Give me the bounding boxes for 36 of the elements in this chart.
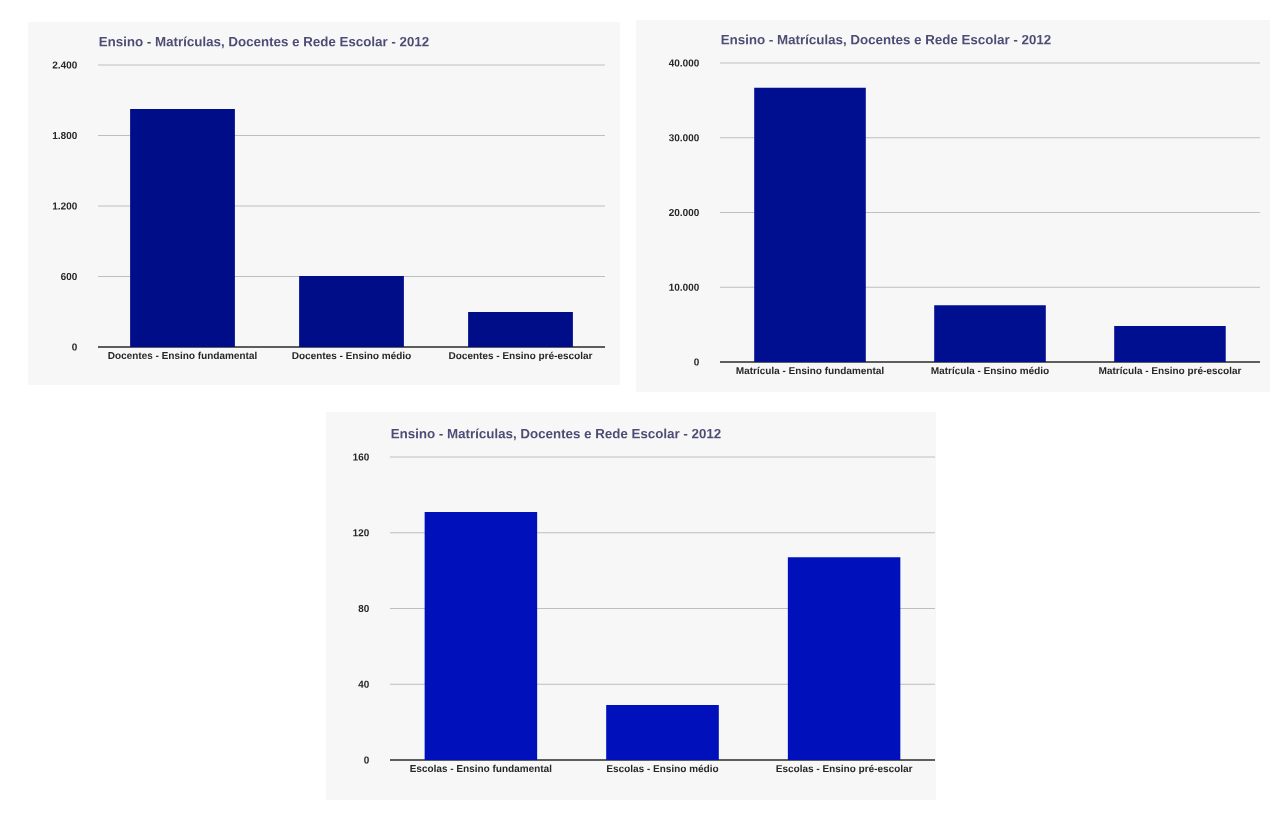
bar	[130, 109, 235, 347]
y-tick-label: 10.000	[669, 283, 699, 291]
y-tick-label: 40.000	[668, 59, 699, 67]
y-tick-label: 30.000	[668, 134, 699, 142]
x-tick-label: Escolas - Ensino pré-escolar	[776, 764, 913, 775]
chart-title: Ensino - Matrículas, Docentes e Rede Escolar - 2012	[391, 428, 721, 441]
bar	[299, 276, 404, 347]
bar	[468, 311, 573, 347]
x-tick-label: Escolas - Ensino médio	[607, 764, 719, 773]
y-tick-label: 0	[694, 358, 699, 366]
x-tick-label: Matrícula - Ensino pré-escolar	[1099, 366, 1242, 377]
y-tick-label: 0	[364, 756, 369, 764]
y-tick-label: 20.000	[669, 208, 699, 217]
bar	[1114, 326, 1226, 362]
chart-title: Ensino - Matrículas, Docentes e Rede Escolar - 2012	[99, 36, 429, 49]
bar	[424, 511, 538, 760]
x-tick-label: Docentes - Ensino médio	[292, 351, 411, 360]
x-tick-label: Escolas - Ensino fundamental	[410, 764, 552, 773]
x-tick-label: Matrícula - Ensino médio	[931, 366, 1049, 375]
bar	[787, 557, 901, 760]
bar	[606, 705, 719, 760]
y-tick-label: 40	[358, 680, 369, 688]
x-tick-label: Docentes - Ensino pré-escolar	[449, 351, 593, 362]
y-tick-label: 1.800	[52, 131, 77, 140]
y-tick-label: 1.200	[52, 202, 77, 210]
bar	[754, 87, 866, 362]
y-tick-label: 0	[72, 343, 77, 351]
y-tick-label: 120	[353, 529, 369, 537]
chart-title: Ensino - Matrículas, Docentes e Rede Escolar - 2012	[721, 34, 1051, 47]
y-tick-label: 80	[358, 604, 369, 613]
y-tick-label: 160	[353, 453, 369, 461]
x-tick-label: Docentes - Ensino fundamental	[108, 351, 257, 360]
bar	[934, 305, 1046, 362]
x-tick-label: Matrícula - Ensino fundamental	[736, 366, 884, 375]
y-tick-label: 600	[60, 272, 77, 281]
y-tick-label: 2.400	[52, 61, 77, 69]
